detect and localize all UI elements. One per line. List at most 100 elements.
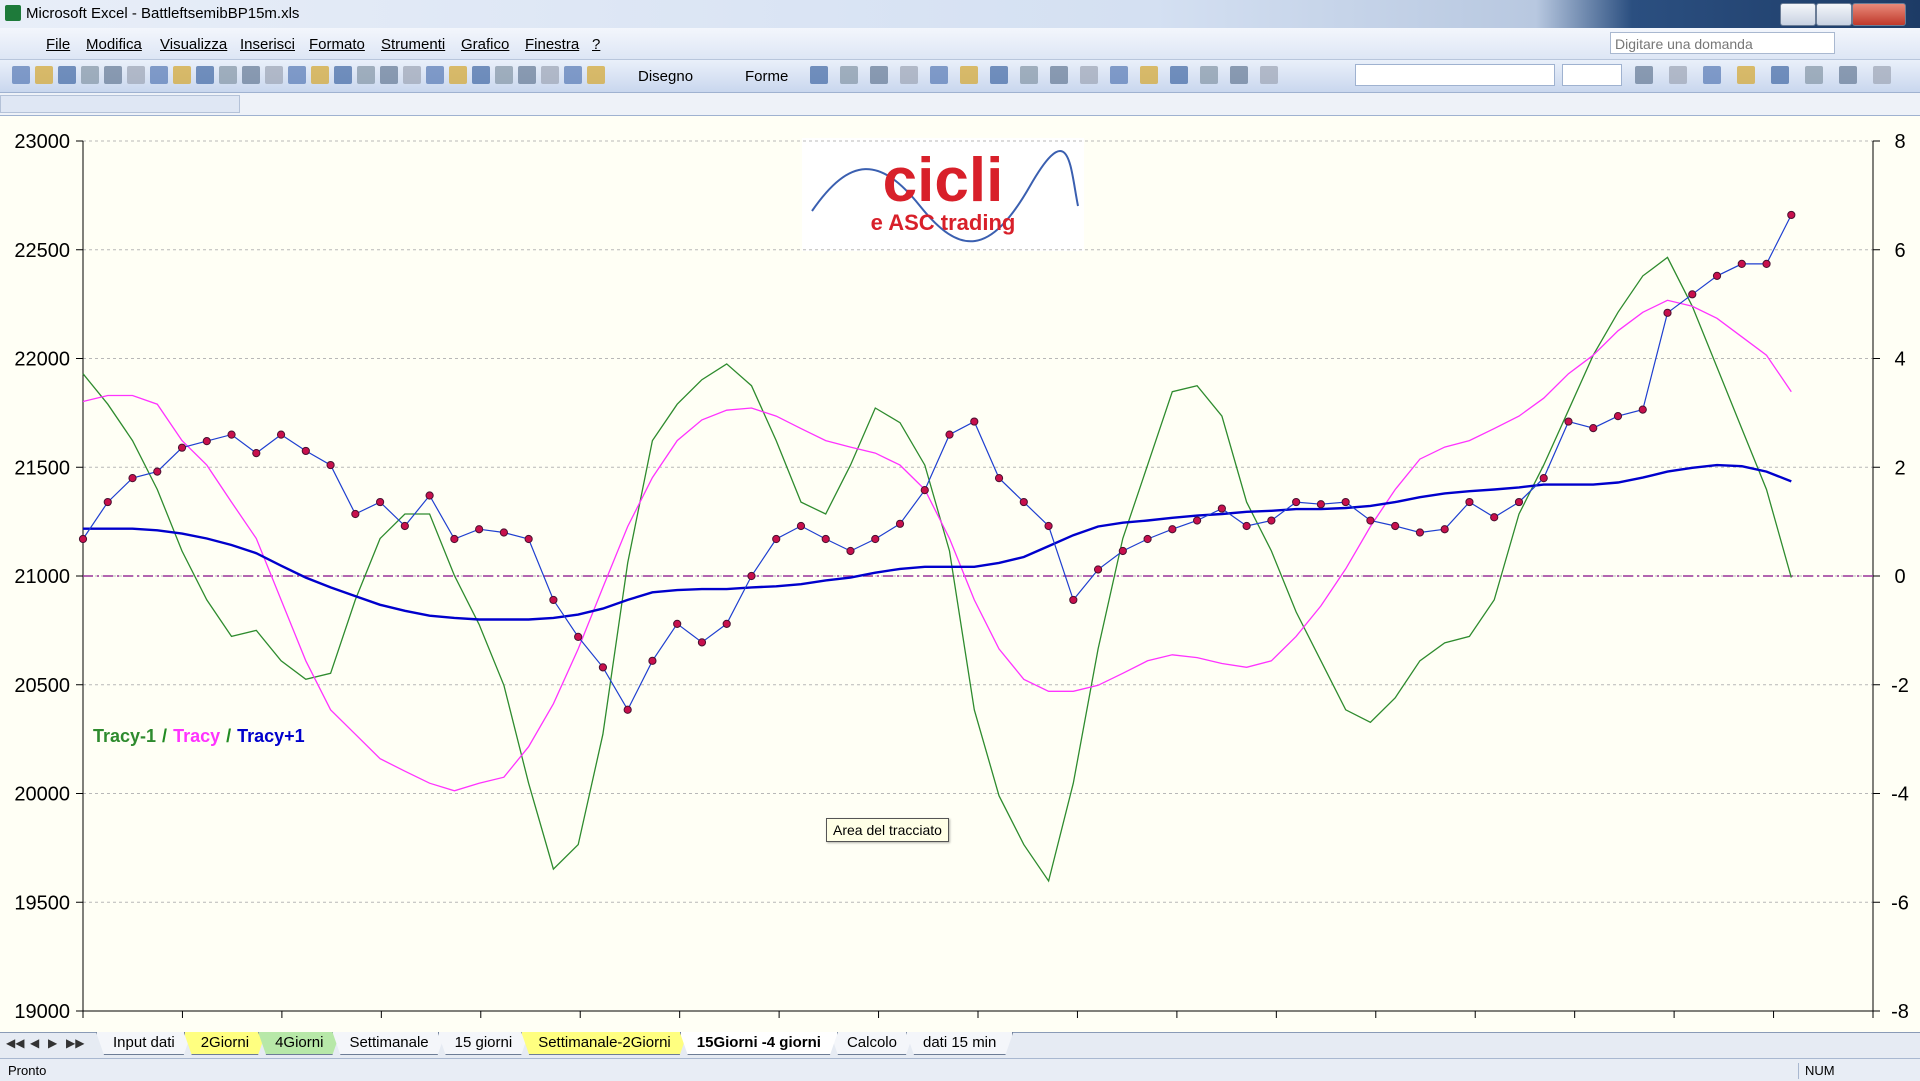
tab-nav[interactable]: ▶▶: [66, 1036, 85, 1050]
sheet-tab[interactable]: Settimanale-2Giorni: [521, 1032, 688, 1055]
toolbar-button[interactable]: [930, 66, 948, 84]
close-button[interactable]: [1852, 3, 1906, 26]
toolbar-button[interactable]: [1873, 66, 1891, 84]
toolbar-button[interactable]: [1140, 66, 1158, 84]
data-point: [252, 449, 261, 458]
menu-item[interactable]: Strumenti: [381, 36, 446, 53]
toolbar-button[interactable]: [150, 66, 168, 84]
y-tick-label: 21500: [14, 457, 70, 479]
toolbar-button[interactable]: [960, 66, 978, 84]
tab-nav[interactable]: ▶: [48, 1036, 58, 1050]
toolbar-button[interactable]: [357, 66, 375, 84]
size-combo[interactable]: [1562, 64, 1622, 86]
sheet-tab[interactable]: 15Giorni -4 giorni: [680, 1032, 838, 1055]
menu-item[interactable]: File: [46, 36, 71, 53]
sheet-tab[interactable]: 15 giorni: [438, 1032, 530, 1055]
toolbar-button[interactable]: [242, 66, 260, 84]
toolbar-button[interactable]: [518, 66, 536, 84]
data-point: [722, 619, 731, 628]
maximize-button[interactable]: [1816, 3, 1852, 26]
toolbar-button[interactable]: [1080, 66, 1098, 84]
toolbar-button[interactable]: [311, 66, 329, 84]
data-point: [375, 497, 385, 507]
toolbar-button[interactable]: [1737, 66, 1755, 84]
data-point: [1267, 516, 1276, 525]
sheet-tab[interactable]: 2Giorni: [184, 1032, 266, 1055]
sheet-tab[interactable]: Input dati: [96, 1032, 192, 1055]
toolbar-button[interactable]: [265, 66, 283, 84]
y-tick-label: 19500: [14, 892, 70, 914]
y2-tick-label: 0: [1894, 566, 1905, 588]
menu-item[interactable]: Finestra: [525, 36, 580, 53]
toolbar-button[interactable]: [1170, 66, 1188, 84]
minimize-button[interactable]: [1780, 3, 1816, 26]
sheet-tab[interactable]: Calcolo: [830, 1032, 914, 1055]
drawing-menu[interactable]: Disegno: [638, 68, 694, 85]
toolbar-button[interactable]: [196, 66, 214, 84]
toolbar-button[interactable]: [495, 66, 513, 84]
toolbar-button[interactable]: [541, 66, 559, 84]
name-box[interactable]: [0, 95, 240, 113]
toolbar-button[interactable]: [104, 66, 122, 84]
menu-item[interactable]: Visualizza: [160, 36, 228, 53]
menu-item[interactable]: Modifica: [86, 36, 142, 53]
toolbar-button[interactable]: [840, 66, 858, 84]
font-combo[interactable]: [1355, 64, 1555, 86]
menu-item[interactable]: ?: [592, 36, 601, 53]
toolbar-button[interactable]: [472, 66, 490, 84]
tab-nav[interactable]: ◀: [30, 1036, 40, 1050]
data-point: [1688, 290, 1697, 299]
title-bar: Microsoft Excel - BattleftsemibBP15m.xls: [0, 0, 1920, 28]
sheet-tab[interactable]: dati 15 min: [906, 1032, 1013, 1055]
toolbar-button[interactable]: [1230, 66, 1248, 84]
toolbar-button[interactable]: [564, 66, 582, 84]
toolbar-button[interactable]: [58, 66, 76, 84]
toolbar-button[interactable]: [990, 66, 1008, 84]
toolbar-button[interactable]: [12, 66, 30, 84]
chart-background: [0, 116, 1920, 1032]
data-point: [1638, 405, 1647, 414]
toolbar-button[interactable]: [288, 66, 306, 84]
sheet-tab[interactable]: 4Giorni: [258, 1032, 340, 1055]
toolbar-button[interactable]: [587, 66, 605, 84]
toolbar-button[interactable]: [1260, 66, 1278, 84]
help-search[interactable]: Digitare una domanda: [1610, 32, 1835, 54]
toolbar-button[interactable]: [127, 66, 145, 84]
toolbar-button[interactable]: [35, 66, 53, 84]
toolbar-button[interactable]: [219, 66, 237, 84]
toolbar-button[interactable]: [1020, 66, 1038, 84]
toolbar-button[interactable]: [870, 66, 888, 84]
data-point: [1391, 521, 1400, 531]
logo-subtitle: e ASC trading: [871, 210, 1016, 235]
toolbar-button[interactable]: [1200, 66, 1218, 84]
data-point: [450, 534, 459, 544]
toolbar-button[interactable]: [1635, 66, 1653, 84]
toolbar-button[interactable]: [810, 66, 828, 84]
toolbar-button[interactable]: [1110, 66, 1128, 84]
toolbar-button[interactable]: [1771, 66, 1789, 84]
toolbar-button[interactable]: [403, 66, 421, 84]
data-point: [1490, 513, 1499, 522]
shapes-menu[interactable]: Forme: [745, 68, 789, 85]
toolbar-button[interactable]: [1839, 66, 1857, 84]
toolbar-button[interactable]: [334, 66, 352, 84]
toolbar-button[interactable]: [449, 66, 467, 84]
sheet-tab[interactable]: Settimanale: [332, 1032, 445, 1055]
toolbar-button[interactable]: [1805, 66, 1823, 84]
menu-item[interactable]: Formato: [309, 36, 365, 53]
toolbar-button[interactable]: [1050, 66, 1068, 84]
toolbar-button[interactable]: [380, 66, 398, 84]
toolbar-button[interactable]: [900, 66, 918, 84]
toolbar-button[interactable]: [1703, 66, 1721, 84]
menu-item[interactable]: Inserisci: [240, 36, 296, 53]
toolbar-button[interactable]: [81, 66, 99, 84]
data-point: [1069, 595, 1078, 605]
toolbar-button[interactable]: [1669, 66, 1687, 84]
toolbar-button[interactable]: [173, 66, 191, 84]
data-point: [846, 546, 855, 556]
toolbar-button[interactable]: [426, 66, 444, 84]
tab-nav[interactable]: ◀◀: [6, 1036, 25, 1050]
menu-item[interactable]: Grafico: [461, 36, 510, 53]
